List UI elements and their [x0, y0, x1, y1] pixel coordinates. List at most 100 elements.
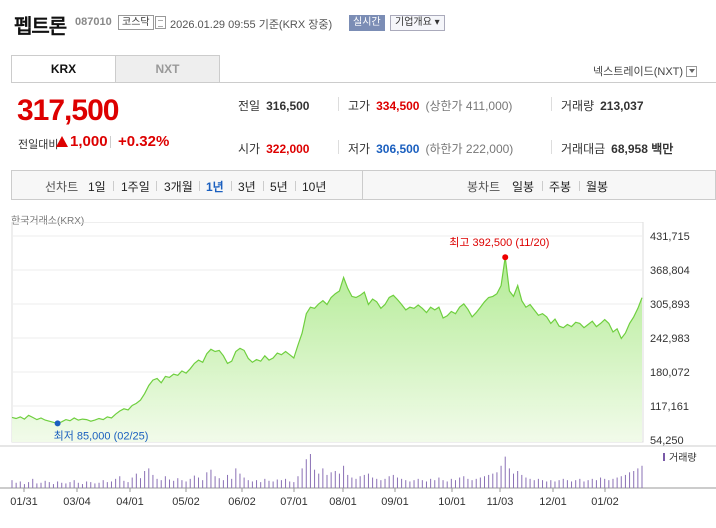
market-badge: 코스닥 — [118, 15, 154, 30]
candle-monthly[interactable]: 월봉 — [586, 180, 609, 194]
dropdown-icon[interactable] — [686, 66, 698, 77]
period-10y[interactable]: 10년 — [302, 180, 327, 194]
volume-bar — [546, 481, 548, 488]
volume-bar — [575, 480, 577, 488]
y-tick-label: 180,072 — [650, 367, 690, 379]
volume-bar — [612, 478, 614, 488]
volume-bar — [272, 481, 274, 488]
volume-bar — [94, 483, 96, 488]
divider — [156, 181, 157, 191]
stat-open: 시가 322,000 — [238, 140, 309, 157]
divider — [263, 181, 264, 191]
volume-bar — [131, 477, 133, 488]
volume-bar — [65, 483, 67, 488]
divider — [199, 181, 200, 191]
x-tick-label: 03/04 — [63, 496, 91, 508]
volume-bar — [479, 477, 481, 488]
change-percent: +0.32% — [118, 133, 170, 150]
volume-bar — [396, 477, 398, 488]
volume-bar — [173, 480, 175, 488]
volume-bar — [475, 478, 477, 488]
volume-bar — [629, 472, 631, 488]
volume-bar — [61, 482, 63, 488]
volume-bar — [318, 473, 320, 488]
volume-bar — [595, 480, 597, 488]
stat-prev-close: 전일 316,500 — [238, 97, 309, 114]
volume-bar — [330, 472, 332, 488]
volume-bar — [28, 482, 30, 488]
volume-bar — [488, 474, 490, 488]
x-tick-label: 04/01 — [116, 496, 144, 508]
volume-bar — [86, 481, 88, 488]
period-3y[interactable]: 3년 — [238, 180, 256, 194]
period-1y[interactable]: 1년 — [206, 180, 224, 194]
divider — [542, 181, 543, 191]
volume-bar — [363, 474, 365, 488]
x-tick-label: 06/02 — [228, 496, 256, 508]
divider — [113, 181, 114, 191]
volume-bar — [525, 477, 527, 488]
volume-bar — [73, 480, 75, 488]
stat-low: 저가 306,500 (하한가 222,000) — [348, 140, 513, 157]
period-5y[interactable]: 5년 — [270, 180, 288, 194]
volume-bar — [11, 480, 13, 488]
volume-bar — [434, 480, 436, 488]
volume-bar — [550, 480, 552, 488]
volume-bar — [608, 480, 610, 488]
period-3m[interactable]: 3개월 — [164, 180, 193, 194]
volume-bar — [243, 477, 245, 488]
candle-daily[interactable]: 일봉 — [512, 180, 535, 194]
volume-bar — [392, 474, 394, 488]
volume-bar — [289, 481, 291, 488]
x-tick-label: 05/02 — [172, 496, 200, 508]
volume-bar — [367, 473, 369, 488]
x-tick-label: 10/01 — [438, 496, 466, 508]
stat-upper-limit: (상한가 411,000) — [425, 99, 513, 113]
period-1d[interactable]: 1일 — [88, 180, 106, 194]
nxt-link[interactable]: 넥스트레이드(NXT) — [593, 63, 698, 79]
stat-label: 거래량 — [561, 99, 595, 113]
volume-bar — [285, 478, 287, 488]
current-price: 317,500 — [17, 94, 119, 127]
stat-volume: 거래량 213,037 — [561, 97, 644, 114]
volume-bar — [309, 454, 311, 488]
volume-bar — [276, 479, 278, 488]
volume-bar — [591, 478, 593, 488]
volume-bar — [231, 478, 233, 488]
volume-bar — [558, 480, 560, 488]
volume-bar — [297, 476, 299, 488]
x-tick-label: 11/03 — [487, 496, 514, 508]
volume-bar — [69, 482, 71, 488]
document-icon[interactable] — [155, 16, 166, 29]
volume-bar — [181, 480, 183, 488]
volume-bar — [554, 481, 556, 488]
volume-bar — [633, 471, 635, 488]
stock-header: 펩트론 087010 코스닥 2026.01.29 09:55 기준(KRX 장… — [0, 0, 716, 40]
company-overview-button[interactable]: 기업개요 ▾ — [390, 15, 445, 31]
volume-bar — [347, 474, 349, 488]
volume-bar — [517, 471, 519, 488]
price-area — [12, 257, 642, 442]
stock-code: 087010 — [75, 16, 112, 28]
up-arrow-icon — [56, 136, 68, 147]
volume-bar — [529, 478, 531, 488]
volume-bar — [305, 459, 307, 488]
tab-nxt[interactable]: NXT — [115, 55, 220, 83]
nxt-link-label: 넥스트레이드(NXT) — [593, 66, 684, 78]
volume-bar — [571, 481, 573, 488]
realtime-button[interactable]: 실시간 — [349, 15, 385, 31]
stat-value: 213,037 — [600, 99, 644, 113]
tab-krx[interactable]: KRX — [11, 55, 116, 83]
volume-bar — [338, 473, 340, 488]
volume-bar — [235, 468, 237, 488]
volume-bar — [521, 474, 523, 488]
volume-bar — [135, 473, 137, 488]
price-chart[interactable]: 431,715 368,804 305,893 242,983 180,072 117,1… — [0, 222, 716, 528]
volume-bar — [388, 476, 390, 488]
stat-amount: 거래대금 68,958 백만 — [561, 140, 673, 157]
change-value: 1,000 — [70, 133, 108, 150]
volume-bar — [537, 478, 539, 488]
candle-weekly[interactable]: 주봉 — [549, 180, 572, 194]
period-1w[interactable]: 1주일 — [121, 180, 150, 194]
volume-bar — [446, 481, 448, 488]
